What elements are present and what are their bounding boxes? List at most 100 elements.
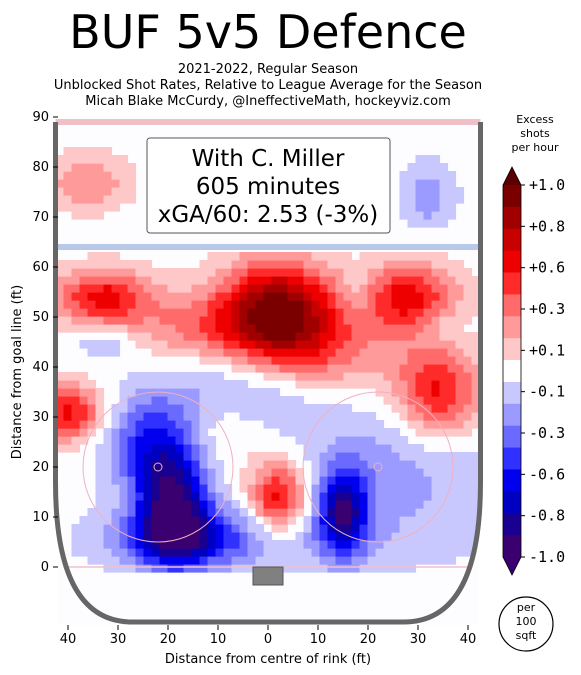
heat-cell xyxy=(415,356,425,365)
heat-cell xyxy=(351,524,361,533)
heat-cell xyxy=(127,300,137,309)
heat-cell xyxy=(471,476,481,485)
heat-cell xyxy=(159,428,169,437)
heat-cell xyxy=(215,388,225,397)
colorbar-segment xyxy=(503,294,521,317)
heat-cell xyxy=(95,308,105,317)
heat-cell xyxy=(143,308,153,317)
heat-cell xyxy=(87,195,97,204)
heat-cell xyxy=(359,492,369,501)
heat-cell xyxy=(255,460,265,469)
heat-cell xyxy=(415,252,425,261)
heat-cell xyxy=(423,540,433,549)
heat-cell xyxy=(463,540,473,549)
heat-cell xyxy=(271,340,281,349)
unit-badge xyxy=(498,596,554,652)
heat-cell xyxy=(287,396,297,405)
heat-cell xyxy=(447,484,457,493)
heat-cell xyxy=(343,404,353,413)
heat-cell xyxy=(191,372,201,381)
heat-cell xyxy=(463,396,473,405)
annotation-minutes: 605 minutes xyxy=(196,174,340,200)
heat-cell xyxy=(327,348,337,357)
heat-cell xyxy=(63,163,73,172)
heat-cell xyxy=(407,268,417,277)
heat-cell xyxy=(87,396,97,405)
heat-cell xyxy=(151,300,161,309)
heat-cell xyxy=(391,436,401,445)
heat-cell xyxy=(447,276,457,285)
heat-cell xyxy=(407,388,417,397)
heat-cell xyxy=(71,171,81,180)
heat-cell xyxy=(303,444,313,453)
y-tick-label: 0 xyxy=(41,560,49,575)
heat-cell xyxy=(327,316,337,325)
heat-cell xyxy=(63,388,73,397)
heat-cell xyxy=(191,556,201,565)
heat-cell xyxy=(191,436,201,445)
heat-cell xyxy=(295,348,305,357)
heat-cell xyxy=(439,292,449,301)
heat-cell xyxy=(455,340,465,349)
heat-cell xyxy=(367,276,377,285)
heat-cell xyxy=(279,348,289,357)
heat-cell xyxy=(455,364,465,373)
heat-cell xyxy=(215,492,225,501)
heat-cell xyxy=(319,268,329,277)
heat-cell xyxy=(303,260,313,269)
heat-cell xyxy=(311,524,321,533)
heat-cell xyxy=(79,340,89,349)
heat-cell xyxy=(111,268,121,277)
heat-cell xyxy=(447,308,457,317)
heat-cell xyxy=(287,476,297,485)
heat-cell xyxy=(63,436,73,445)
heat-cell xyxy=(359,444,369,453)
heat-cell xyxy=(159,340,169,349)
heat-cell xyxy=(247,468,257,477)
y-tick-label: 60 xyxy=(32,260,49,275)
heat-cell xyxy=(215,508,225,517)
heat-cell xyxy=(327,548,337,557)
heat-cell xyxy=(87,260,97,269)
heat-cell xyxy=(55,155,65,164)
heat-cell xyxy=(471,300,481,309)
heat-cell xyxy=(79,428,89,437)
heat-cell xyxy=(383,340,393,349)
heat-cell xyxy=(215,356,225,365)
heat-cell xyxy=(463,532,473,541)
heat-cell xyxy=(103,348,113,357)
heat-cell xyxy=(335,564,345,573)
heat-cell xyxy=(263,260,273,269)
heat-cell xyxy=(143,516,153,525)
heat-cell xyxy=(143,436,153,445)
heat-cell xyxy=(103,452,113,461)
heat-cell xyxy=(95,508,105,517)
heat-cell xyxy=(215,260,225,269)
heat-cell xyxy=(199,540,209,549)
heat-cell xyxy=(223,252,233,261)
heat-cell xyxy=(63,155,73,164)
heat-cell xyxy=(191,420,201,429)
heat-cell xyxy=(199,476,209,485)
heat-cell xyxy=(159,404,169,413)
heat-cell xyxy=(151,468,161,477)
heat-cell xyxy=(407,187,417,196)
heat-cell xyxy=(63,324,73,333)
heat-cell xyxy=(319,316,329,325)
heat-cell xyxy=(135,292,145,301)
heat-cell xyxy=(351,492,361,501)
heat-cell xyxy=(287,300,297,309)
heat-cell xyxy=(199,548,209,557)
colorbar-tick-label: -0.3 xyxy=(529,424,565,442)
heat-cell xyxy=(407,364,417,373)
heat-cell xyxy=(183,548,193,557)
heat-cell xyxy=(79,171,89,180)
heat-cell xyxy=(431,468,441,477)
heat-cell xyxy=(303,524,313,533)
heat-cell xyxy=(303,364,313,373)
heat-cell xyxy=(55,388,65,397)
heat-cell xyxy=(399,516,409,525)
heat-cell xyxy=(103,444,113,453)
heat-cell xyxy=(215,476,225,485)
heat-cell xyxy=(223,324,233,333)
